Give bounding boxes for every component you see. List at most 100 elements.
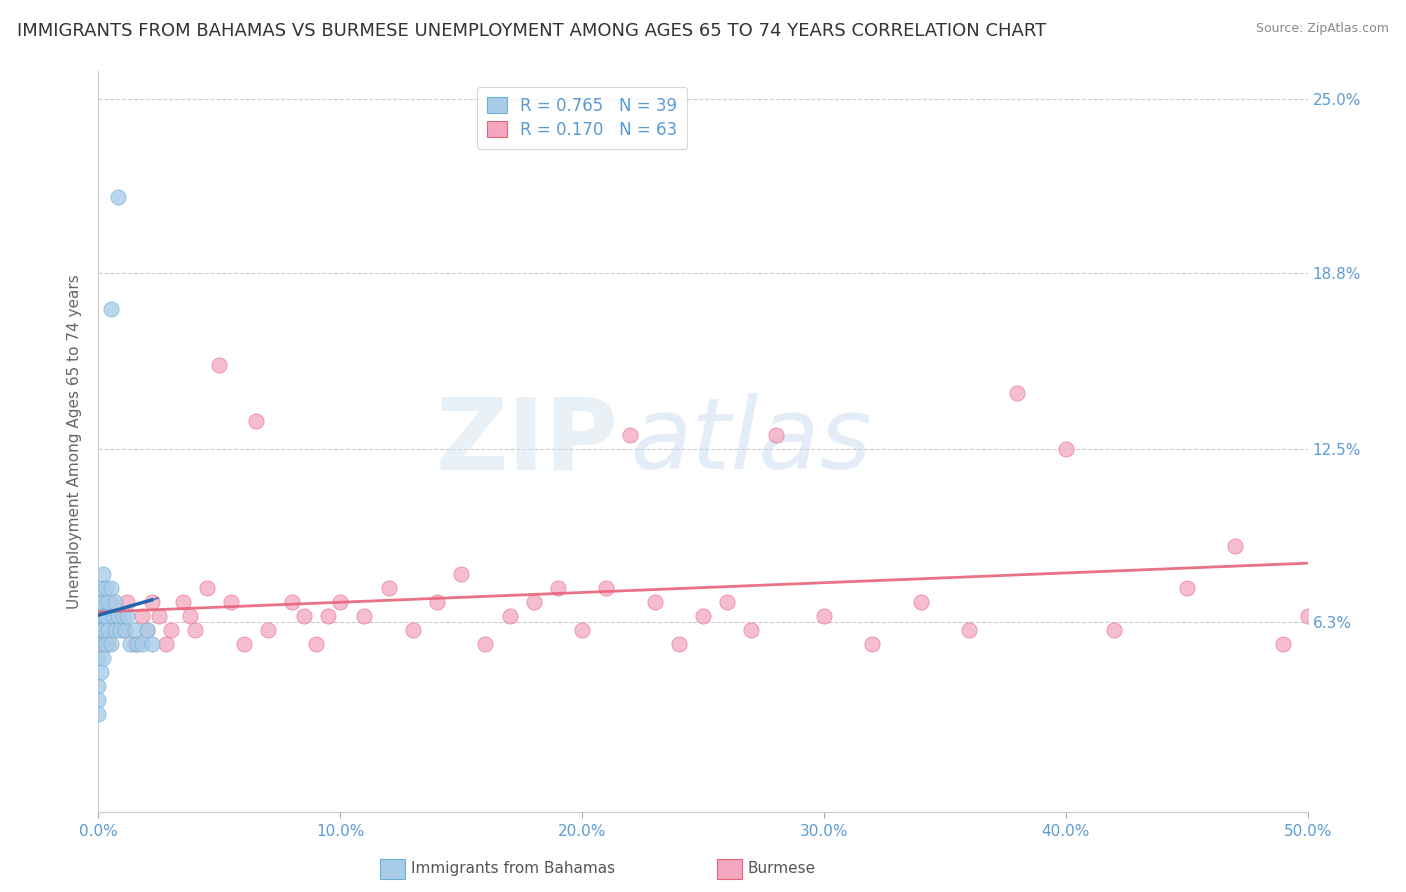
Text: Burmese: Burmese	[748, 862, 815, 876]
Point	[765, 427, 787, 442]
Point	[127, 637, 149, 651]
Point	[1223, 539, 1246, 553]
Point	[860, 637, 883, 651]
Point	[90, 595, 112, 609]
Point	[87, 693, 110, 707]
Point	[91, 623, 114, 637]
Point	[107, 609, 129, 624]
Point	[595, 581, 617, 595]
Point	[179, 609, 201, 624]
Point	[141, 637, 163, 651]
Point	[148, 609, 170, 624]
Point	[547, 581, 569, 595]
Point	[1102, 623, 1125, 637]
Point	[117, 595, 139, 609]
Text: ZIP: ZIP	[436, 393, 619, 490]
Point	[221, 595, 243, 609]
Point	[101, 623, 124, 637]
Point	[91, 609, 114, 624]
Point	[135, 623, 157, 637]
Point	[474, 637, 496, 651]
Point	[94, 609, 117, 624]
Point	[571, 623, 593, 637]
Point	[619, 427, 641, 442]
Point	[184, 623, 207, 637]
Point	[87, 609, 110, 624]
Point	[100, 581, 122, 595]
Point	[426, 595, 449, 609]
Point	[94, 637, 117, 651]
Point	[90, 637, 112, 651]
Point	[118, 637, 141, 651]
Point	[111, 609, 134, 624]
Point	[353, 609, 375, 624]
Point	[195, 581, 218, 595]
Point	[97, 637, 120, 651]
Point	[1175, 581, 1198, 595]
Point	[1296, 609, 1319, 624]
Point	[87, 623, 110, 637]
Point	[87, 679, 110, 693]
Point	[124, 623, 146, 637]
Point	[97, 623, 120, 637]
Point	[94, 581, 117, 595]
Point	[1054, 442, 1077, 456]
Point	[1007, 385, 1029, 400]
Point	[155, 637, 177, 651]
Point	[208, 358, 231, 372]
Point	[111, 623, 134, 637]
Point	[104, 595, 127, 609]
Point	[114, 623, 136, 637]
Legend: R = 0.765   N = 39, R = 0.170   N = 63: R = 0.765 N = 39, R = 0.170 N = 63	[477, 87, 688, 149]
Point	[160, 623, 183, 637]
Point	[91, 651, 114, 665]
Point	[108, 623, 131, 637]
Point	[87, 623, 110, 637]
Point	[107, 609, 129, 624]
Point	[94, 609, 117, 624]
Point	[87, 595, 110, 609]
Point	[101, 609, 124, 624]
Point	[100, 637, 122, 651]
Point	[256, 623, 278, 637]
Point	[450, 567, 472, 582]
Point	[107, 190, 129, 204]
Point	[100, 595, 122, 609]
Point	[1272, 637, 1295, 651]
Point	[740, 623, 762, 637]
Point	[90, 637, 112, 651]
Point	[910, 595, 932, 609]
Point	[141, 595, 163, 609]
Point	[498, 609, 520, 624]
Point	[124, 637, 146, 651]
Point	[402, 623, 425, 637]
Point	[90, 581, 112, 595]
Point	[97, 595, 120, 609]
Text: IMMIGRANTS FROM BAHAMAS VS BURMESE UNEMPLOYMENT AMONG AGES 65 TO 74 YEARS CORREL: IMMIGRANTS FROM BAHAMAS VS BURMESE UNEMP…	[17, 22, 1046, 40]
Point	[813, 609, 835, 624]
Point	[329, 595, 352, 609]
Point	[100, 301, 122, 316]
Point	[292, 609, 315, 624]
Point	[523, 595, 546, 609]
Text: atlas: atlas	[630, 393, 872, 490]
Point	[305, 637, 328, 651]
Point	[91, 623, 114, 637]
Point	[135, 623, 157, 637]
Point	[716, 595, 738, 609]
Point	[90, 665, 112, 679]
Point	[131, 637, 153, 651]
Text: Source: ZipAtlas.com: Source: ZipAtlas.com	[1256, 22, 1389, 36]
Point	[245, 414, 267, 428]
Point	[644, 595, 666, 609]
Point	[87, 706, 110, 721]
Point	[117, 609, 139, 624]
Point	[131, 609, 153, 624]
Point	[281, 595, 304, 609]
Point	[104, 623, 127, 637]
Point	[668, 637, 690, 651]
Text: Immigrants from Bahamas: Immigrants from Bahamas	[411, 862, 614, 876]
Point	[232, 637, 254, 651]
Point	[87, 651, 110, 665]
Point	[957, 623, 980, 637]
